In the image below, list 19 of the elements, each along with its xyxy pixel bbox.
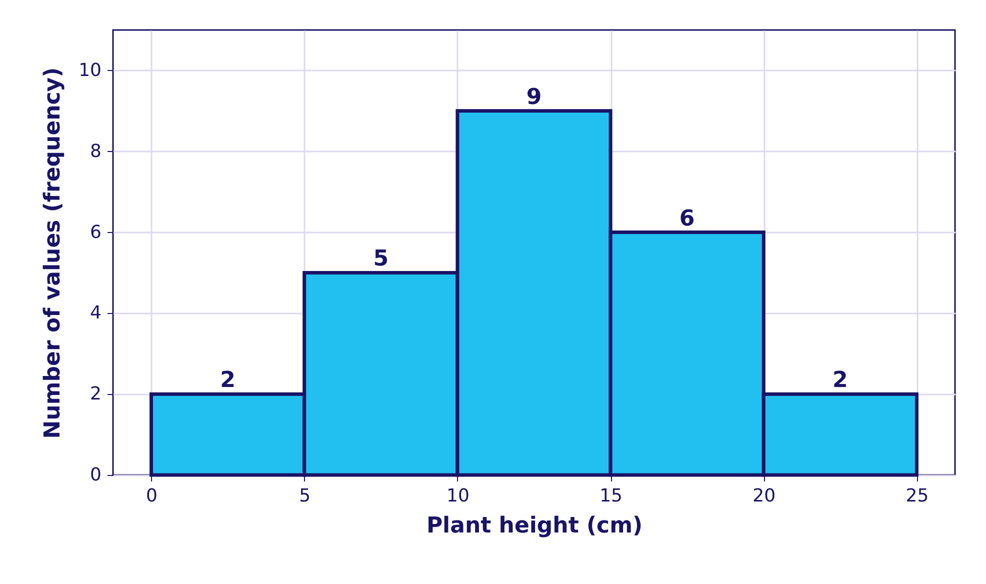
x-tick-label: 10 [446, 486, 470, 506]
data-label: 9 [526, 84, 542, 110]
x-axis-title: Plant height (cm) [426, 514, 643, 538]
y-axis-title: Number of values (frequency) [40, 67, 66, 439]
y-tick-label: 2 [90, 384, 102, 405]
x-tick-label: 0 [146, 486, 158, 506]
x-tick-label: 25 [906, 486, 929, 506]
data-label: 2 [832, 368, 848, 394]
y-tick-label: 0 [90, 464, 102, 486]
data-label: 5 [373, 246, 389, 272]
x-tick-label: 15 [600, 486, 622, 506]
x-tick-label: 5 [299, 486, 311, 506]
y-tick-label: 8 [90, 140, 102, 162]
y-tick-label: 4 [90, 302, 102, 324]
data-label: 2 [220, 368, 236, 394]
y-tick-label: 6 [90, 222, 102, 243]
x-tick-label: 20 [752, 486, 776, 506]
data-label: 6 [679, 206, 695, 232]
y-tick-label: 10 [78, 60, 102, 81]
